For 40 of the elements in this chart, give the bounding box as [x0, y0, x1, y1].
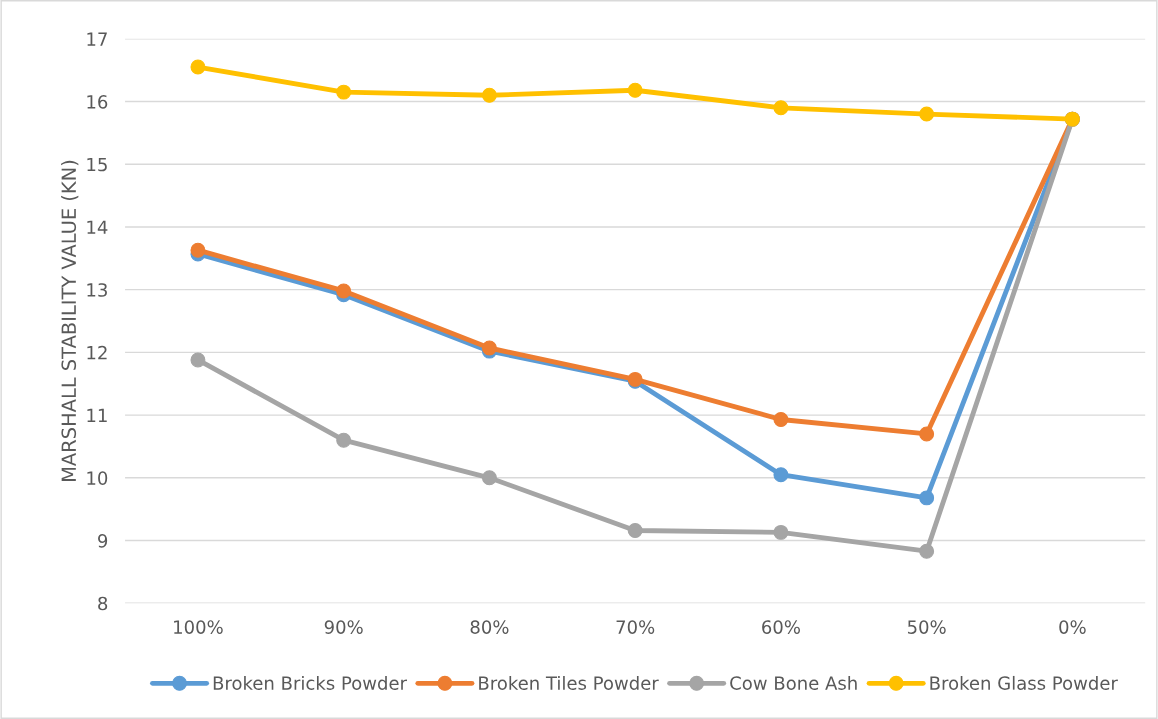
point: [919, 543, 935, 559]
y-tick-label: 16: [87, 95, 108, 109]
x-tick-label: 70%: [616, 620, 655, 634]
point: [919, 490, 935, 506]
legend-label: Broken Glass Powder: [930, 675, 1118, 690]
x-tick-label: 80%: [470, 620, 509, 634]
point: [190, 242, 206, 258]
point: [336, 432, 352, 448]
x-tick-label: 60%: [762, 620, 800, 634]
point: [481, 470, 497, 486]
point: [773, 412, 789, 427]
x-tick-label: 0%: [1059, 620, 1086, 634]
point: [627, 523, 643, 538]
x-tick-label: 100%: [174, 620, 223, 634]
point: [773, 524, 789, 540]
point: [190, 59, 206, 75]
y-tick-label: 11: [87, 408, 107, 422]
point: [919, 106, 935, 122]
point: [336, 283, 352, 299]
y-tick-label: 15: [87, 157, 107, 172]
y-tick-label: 10: [87, 471, 108, 485]
point: [919, 426, 935, 442]
legend-label: Broken Bricks Powder: [213, 675, 407, 690]
y-axis-title: MARSHALL STABILITY VALUE (KN): [61, 160, 79, 481]
point: [190, 352, 206, 368]
y-tick-label: 13: [87, 283, 107, 297]
point: [627, 82, 643, 98]
y-tick-label: 17: [87, 32, 107, 46]
y-tick-label: 8: [98, 596, 108, 611]
y-tick-label: 12: [87, 345, 107, 360]
legend-label: Cow Bone Ash: [730, 675, 857, 690]
x-tick-label: 90%: [324, 620, 363, 634]
point: [336, 84, 352, 100]
x-tick-label: 50%: [907, 620, 946, 634]
point: [481, 87, 497, 103]
point: [773, 467, 789, 483]
point: [773, 100, 789, 116]
y-tick-label: 14: [87, 220, 108, 234]
y-tick-label: 9: [98, 533, 108, 548]
legend-label: Broken Tiles Powder: [479, 675, 659, 690]
